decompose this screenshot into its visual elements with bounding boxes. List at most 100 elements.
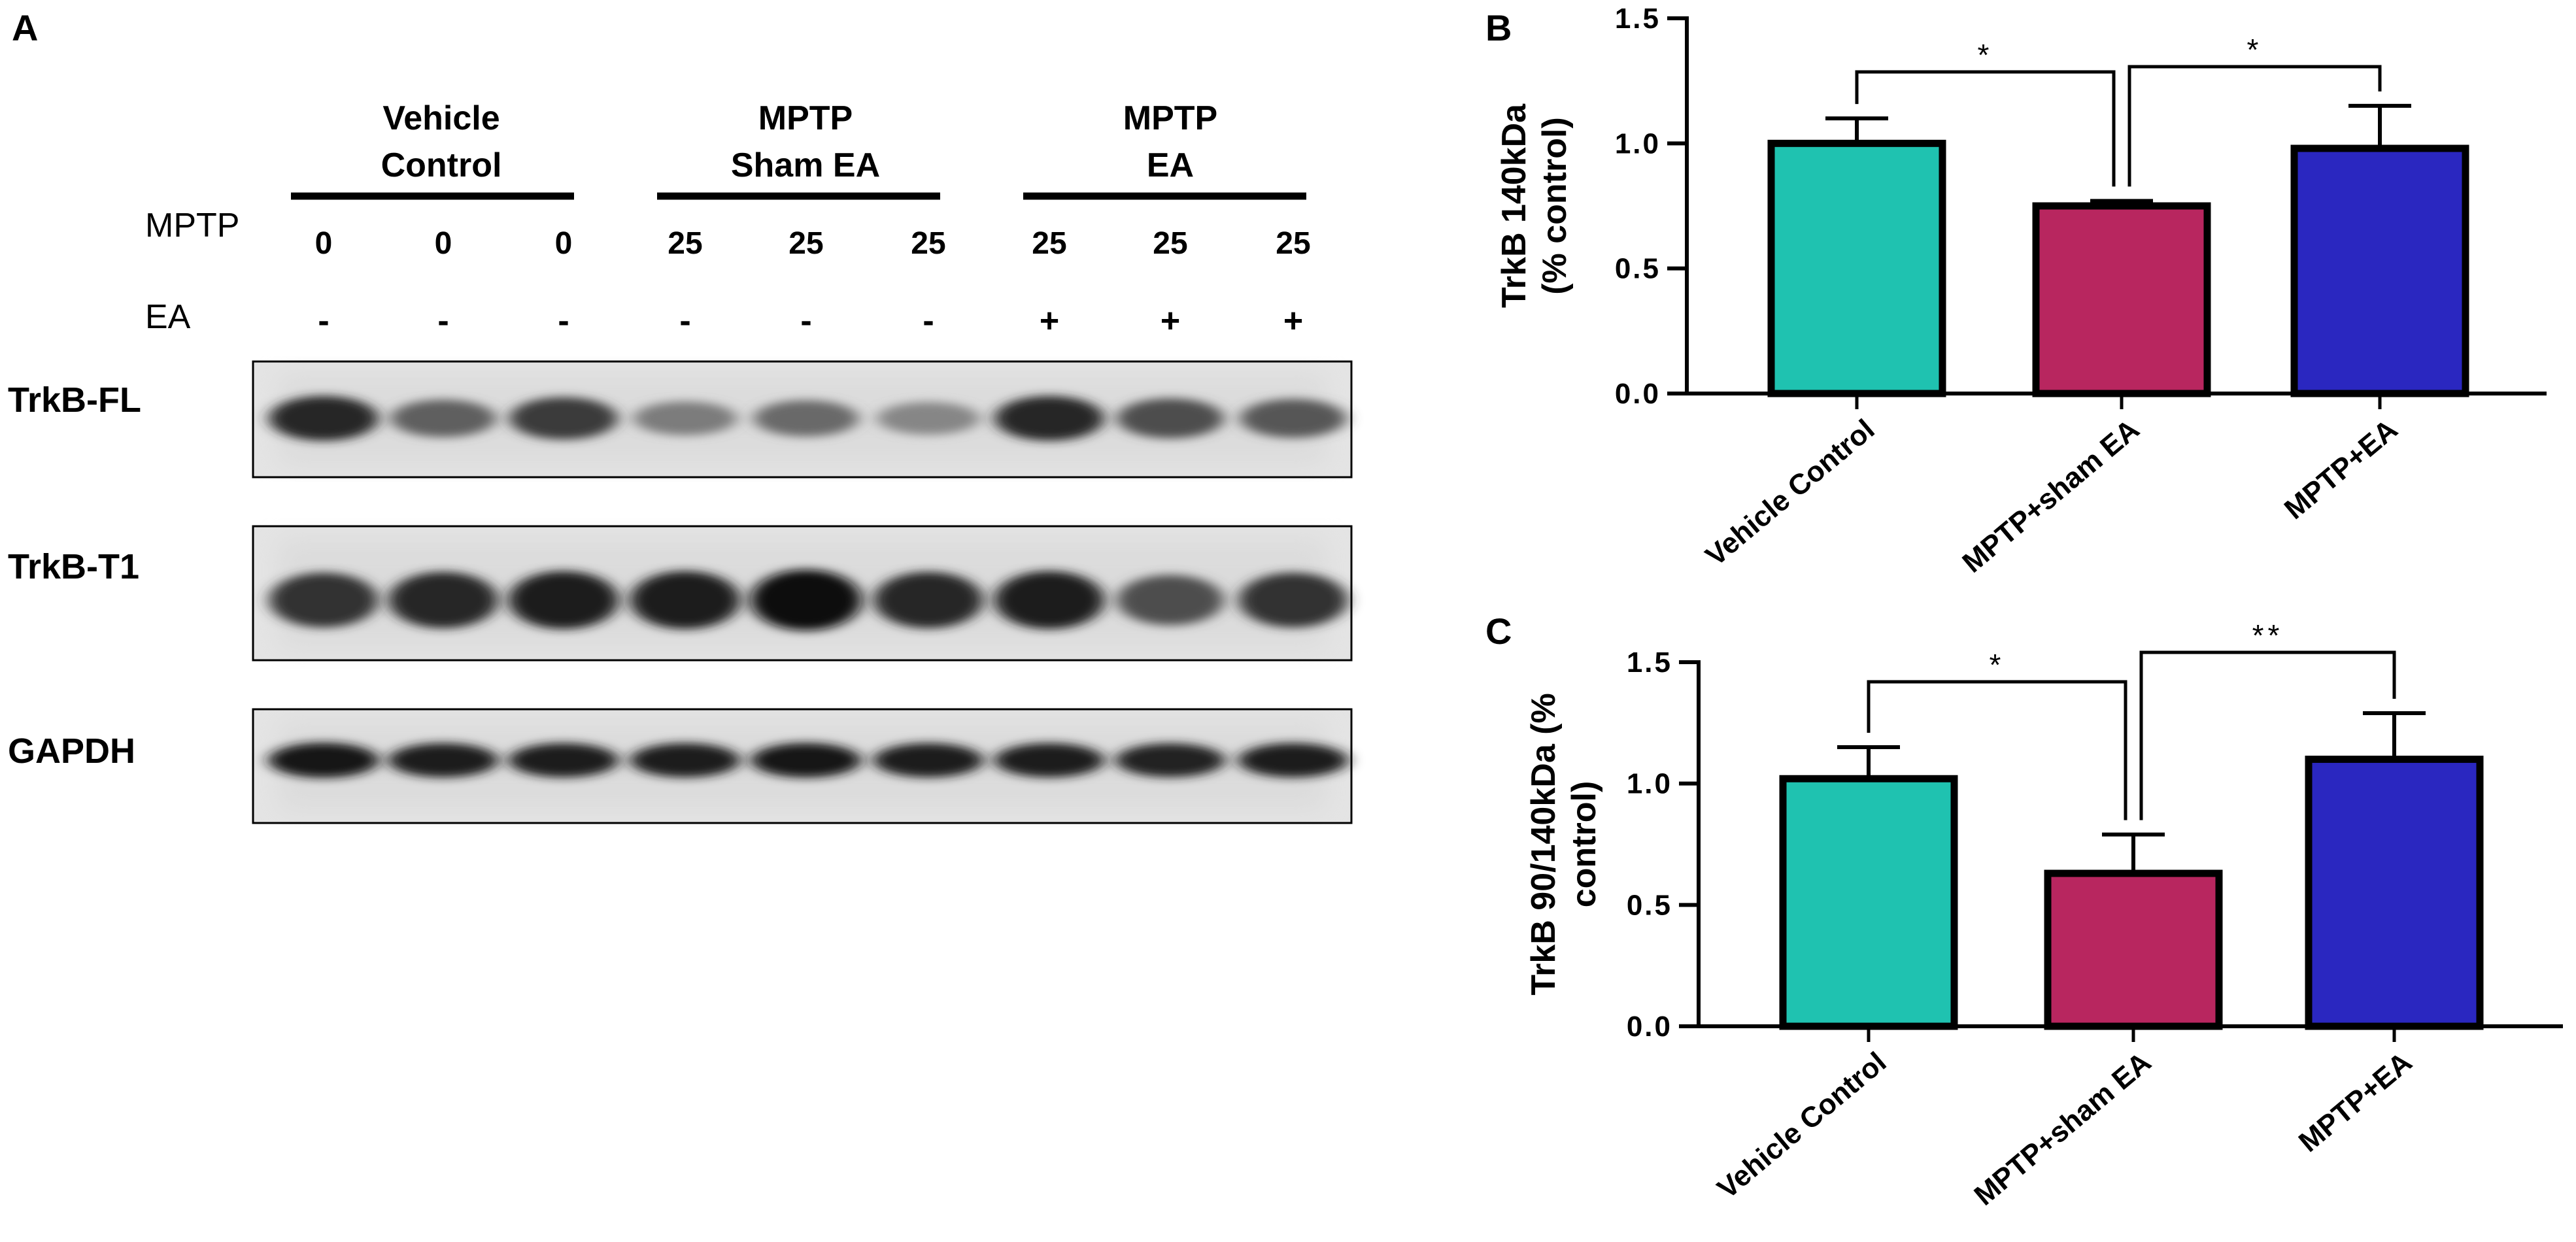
bar	[2305, 756, 2484, 1030]
significance-label: *	[1990, 648, 2005, 682]
group-label-line2: EA	[1147, 146, 1194, 184]
significance-bracket	[2139, 650, 2396, 820]
lane-labels: 0 0 0 25 25 25 25 25 25 - - - - - - + + +	[315, 226, 1311, 340]
western-blot-panel: Vehicle Control MPTP Sham EA MPTP EA MPT…	[8, 99, 1353, 824]
blot-band	[269, 572, 378, 628]
blot-band	[873, 571, 983, 629]
chart-panel-b: 0.0 0.5 1.0 1.5 Vehicle Control MPTP+sham EA M…	[1495, 3, 2547, 579]
blot-row-gapdh: GAPDH	[8, 708, 1353, 824]
mptp-dose-label: 25	[788, 226, 823, 261]
mptp-dose-label: 25	[668, 226, 702, 261]
band-label: TrkB-T1	[8, 547, 139, 586]
blot-band	[994, 743, 1104, 778]
bar	[1767, 139, 1946, 397]
bar	[2032, 202, 2211, 397]
blot-band	[268, 743, 379, 778]
y-axis-title: TrkB 90/140kDa (%	[1525, 693, 1563, 996]
x-category-label: MPTP+EA	[2279, 413, 2404, 526]
blot-band	[751, 569, 862, 631]
blot-frame	[252, 360, 1353, 478]
blot-band	[634, 401, 737, 436]
mptp-dose-label: 25	[1153, 226, 1187, 261]
group-header-mptp-sham-ea: MPTP Sham EA	[657, 99, 940, 200]
mptp-dose-label: 25	[1032, 226, 1066, 261]
blot-band	[630, 743, 740, 778]
group-header-vehicle: Vehicle Control	[291, 99, 574, 200]
y-tick-label: 1.5	[1627, 646, 1672, 679]
group-header-mptp-ea: MPTP EA	[1023, 99, 1306, 200]
panel-label-a: A	[12, 7, 38, 48]
y-tick-label: 0.0	[1615, 378, 1661, 410]
y-tick-label: 1.0	[1627, 768, 1672, 800]
blot-row-trkb-fl: TrkB-FL	[8, 360, 1353, 478]
blot-band	[1115, 743, 1225, 777]
blot-band	[509, 743, 619, 778]
x-category-label: Vehicle Control	[1700, 413, 1881, 572]
y-axis-title: TrkB 140kDa	[1495, 103, 1533, 308]
blot-frame	[252, 708, 1353, 824]
y-axis-title-line2: (% control)	[1536, 117, 1574, 295]
significance-label: *	[2247, 33, 2263, 67]
mptp-row-label: MPTP	[145, 207, 239, 244]
ea-treatment-label: -	[437, 302, 449, 340]
blot-band	[1238, 743, 1348, 778]
x-category-label: MPTP+sham EA	[1968, 1046, 2157, 1212]
ea-treatment-label: +	[1040, 302, 1059, 340]
blot-band	[509, 397, 618, 440]
blot-band	[509, 571, 619, 629]
group-label-line2: Sham EA	[731, 146, 880, 184]
group-label-line1: MPTP	[1123, 99, 1217, 137]
mptp-dose-label: 25	[1276, 226, 1310, 261]
blot-band	[388, 743, 498, 778]
ea-row-label: EA	[145, 298, 191, 336]
blot-band	[388, 571, 498, 629]
ea-treatment-label: -	[800, 302, 811, 340]
blot-band	[1117, 398, 1224, 439]
significance-bracket	[2127, 65, 2382, 187]
panel-label-c: C	[1485, 611, 1512, 652]
y-tick-label: 0.5	[1627, 889, 1672, 921]
mptp-dose-label: 0	[435, 226, 452, 261]
significance-bracket	[1855, 70, 2116, 187]
ea-treatment-label: +	[1161, 302, 1180, 340]
ea-treatment-label: -	[679, 302, 690, 340]
y-axis-title-line2: control)	[1565, 781, 1603, 908]
y-tick-label: 0.5	[1615, 253, 1661, 285]
ea-treatment-label: +	[1283, 302, 1303, 340]
ea-treatment-label: -	[558, 302, 569, 340]
y-tick-label: 1.5	[1615, 3, 1661, 35]
group-label-line1: MPTP	[758, 99, 853, 137]
significance-bracket	[1867, 680, 2127, 820]
ea-treatment-label: -	[923, 302, 934, 340]
chart-panel-c: 0.0 0.5 1.0 1.5 Vehicle Control MPTP+sham EA M…	[1525, 618, 2563, 1212]
significance-label: *	[1978, 38, 1993, 72]
blot-frame	[252, 525, 1353, 662]
blot-band	[877, 401, 980, 435]
mptp-dose-label: 25	[911, 226, 945, 261]
blot-band	[994, 571, 1104, 629]
blot-row-trkb-t1: TrkB-T1	[8, 525, 1353, 662]
significance-label: **	[2252, 618, 2284, 652]
panel-label-b: B	[1485, 7, 1512, 48]
group-label-line2: Control	[381, 146, 502, 184]
y-tick-label: 0.0	[1627, 1011, 1672, 1043]
blot-band	[754, 400, 858, 437]
mptp-dose-label: 0	[555, 226, 573, 261]
ea-treatment-label: -	[318, 302, 329, 340]
blot-band	[751, 743, 862, 778]
blot-rows: TrkB-FL TrkB-T1 GAPDH	[8, 360, 1353, 824]
bar	[2290, 144, 2469, 397]
bar	[2044, 869, 2223, 1030]
blot-band	[994, 395, 1104, 441]
blot-band	[1239, 572, 1347, 628]
blot-band	[390, 399, 496, 437]
mptp-dose-label: 0	[315, 226, 333, 261]
x-category-label: MPTP+EA	[2293, 1046, 2418, 1158]
blot-band	[269, 395, 379, 441]
blot-band	[1240, 399, 1346, 438]
x-category-label: MPTP+sham EA	[1956, 413, 2145, 579]
x-category-label: Vehicle Control	[1712, 1046, 1893, 1205]
blot-band	[630, 571, 740, 629]
group-label-line1: Vehicle	[382, 99, 500, 137]
